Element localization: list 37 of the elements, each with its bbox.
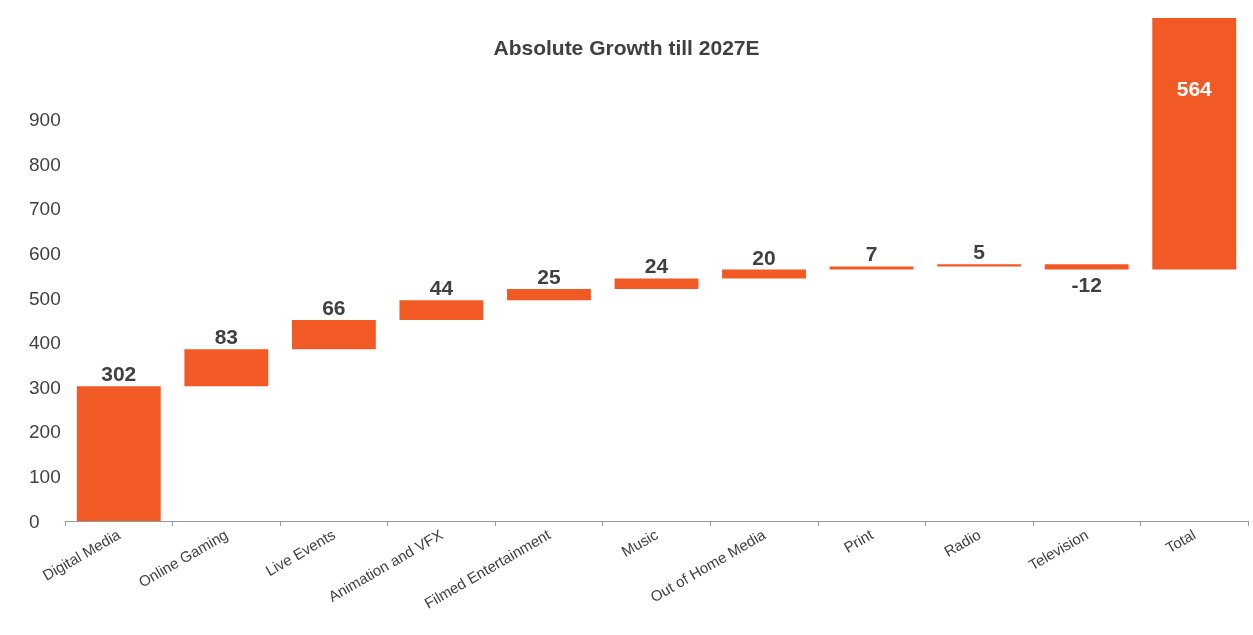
bar [1152, 18, 1237, 270]
text: Absolute Growth till 2027E [493, 36, 760, 59]
data-label: 20 [752, 245, 776, 269]
data-label: 83 [214, 325, 238, 349]
bar [937, 264, 1022, 267]
y-tick-label: 900 [29, 109, 61, 131]
bar [1044, 264, 1129, 270]
data-label: 44 [429, 276, 454, 300]
y-tick-label: 300 [29, 376, 61, 398]
y-tick-label: 400 [29, 332, 61, 354]
data-label: 5 [973, 240, 986, 264]
bar [507, 289, 591, 301]
y-tick-label: 500 [29, 287, 61, 309]
data-label: 564 [1176, 76, 1213, 100]
x-tick-label: Radio [940, 525, 984, 560]
y-tick-label: 600 [29, 242, 61, 264]
bar [76, 386, 161, 521]
data-label: 25 [537, 265, 561, 289]
data-label: -12 [1071, 272, 1102, 296]
bar [829, 266, 914, 270]
y-tick-label: 0 [29, 510, 40, 532]
data-label: 24 [644, 254, 669, 278]
y-tick-label: 200 [29, 421, 61, 443]
y-tick-label: 800 [29, 153, 61, 175]
x-tick-label: Music [618, 525, 662, 560]
bar [399, 300, 484, 320]
y-tick-label: 700 [29, 198, 61, 220]
data-label: 302 [101, 362, 137, 386]
data-label: 66 [322, 295, 346, 319]
data-label: 7 [865, 242, 878, 266]
bar [722, 269, 806, 279]
bar [614, 278, 699, 290]
y-tick-label: 100 [29, 465, 61, 487]
bar [291, 319, 376, 350]
x-tick-label: Total [1162, 525, 1199, 557]
x-tick-label: Print [840, 525, 877, 556]
bar [184, 349, 269, 387]
